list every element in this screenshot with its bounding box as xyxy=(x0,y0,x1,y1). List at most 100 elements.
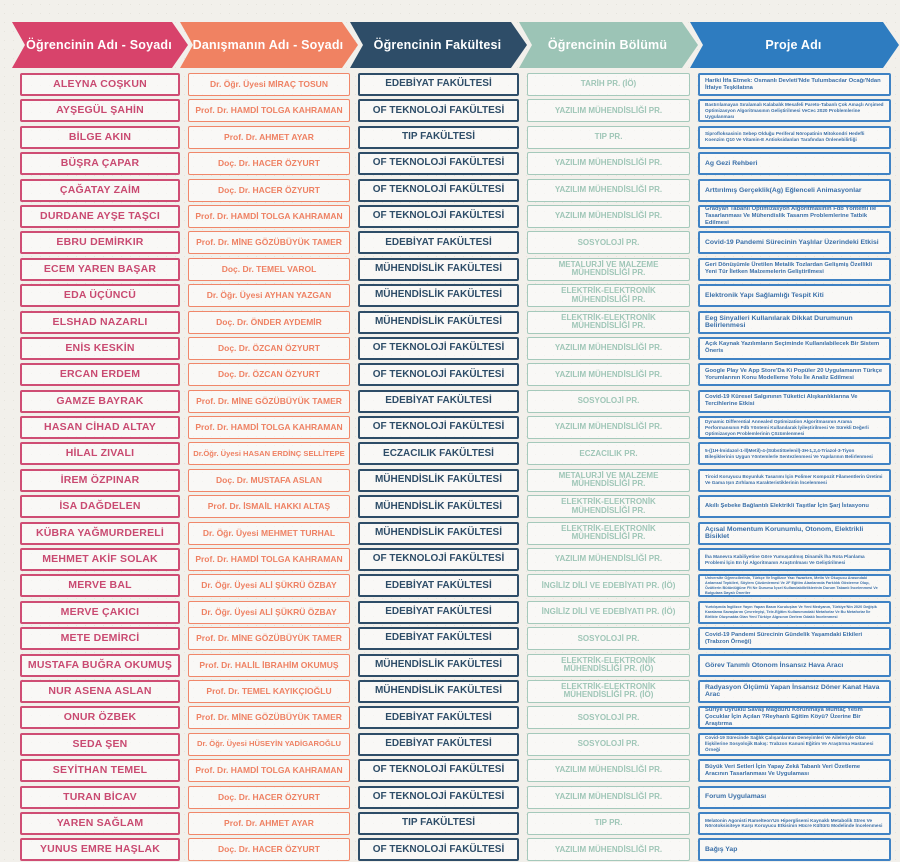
project-title: Görev Tanımlı Otonom İnsansız Hava Aracı xyxy=(698,653,891,677)
advisor-name: Prof. Dr. HAMDİ TOLGA KAHRAMAN xyxy=(188,759,350,783)
project-title: Üniversite Öğrencilerinin, Türkçe Ve İng… xyxy=(698,574,891,598)
advisor-name: Prof. Dr. MİNE GÖZÜBÜYÜK TAMER xyxy=(188,706,350,730)
header-arrow-department: Öğrencinin Bölümü xyxy=(519,22,698,68)
rows: ALEYNA COŞKUN Dr. Öğr. Üyesi MİRAÇ TOSUN… xyxy=(20,73,900,862)
project-title: Forum Uygulaması xyxy=(698,785,891,809)
faculty-name: OF TEKNOLOJİ FAKÜLTESİ xyxy=(358,759,519,783)
faculty-name: ECZACILIK FAKÜLTESİ xyxy=(358,442,519,466)
project-title: Ag Gezi Rehberi xyxy=(698,152,891,176)
project-title: İha Manevra Kabiliyetine Göre Yumuşatılm… xyxy=(698,548,891,572)
advisor-name: Dr. Öğr. Üyesi HÜSEYİN YADİGAROĞLU xyxy=(188,732,350,756)
student-name: ALEYNA COŞKUN xyxy=(20,73,180,96)
department-name: YAZILIM MÜHENDİSLİĞİ PR. xyxy=(527,152,690,176)
table-row: EBRU DEMİRKIR Prof. Dr. MİNE GÖZÜBÜYÜK T… xyxy=(20,231,900,255)
project-title: Büyük Veri Setleri İçin Yapay Zekâ Taban… xyxy=(698,759,891,783)
faculty-name: EDEBİYAT FAKÜLTESİ xyxy=(358,574,519,598)
table-row: TURAN BİCAV Doç. Dr. HACER ÖZYURT OF TEK… xyxy=(20,785,900,809)
student-name: ECEM YAREN BAŞAR xyxy=(20,257,180,281)
advisor-name: Prof. Dr. TEMEL KAYIKÇIOĞLU xyxy=(188,679,350,703)
advisor-name: Doç. Dr. ÖZCAN ÖZYURT xyxy=(188,363,350,387)
project-title: Radyasyon Ölçümü Yapan İnsansız Döner Ka… xyxy=(698,679,891,703)
student-name: BİLGE AKIN xyxy=(20,125,180,149)
department-name: YAZILIM MÜHENDİSLİĞİ PR. xyxy=(527,363,690,387)
project-title: Suriye Uyruklu Savaş Mağduru Korunmaya M… xyxy=(698,706,891,730)
advisor-name: Prof. Dr. HAMDİ TOLGA KAHRAMAN xyxy=(188,99,350,123)
project-title: Açık Kaynak Yazılımların Seçiminde Kulla… xyxy=(698,336,891,360)
faculty-name: MÜHENDİSLİK FAKÜLTESİ xyxy=(358,284,519,308)
faculty-name: OF TEKNOLOJİ FAKÜLTESİ xyxy=(358,416,519,440)
department-name: YAZILIM MÜHENDİSLİĞİ PR. xyxy=(527,99,690,123)
faculty-name: OF TEKNOLOJİ FAKÜLTESİ xyxy=(358,363,519,387)
advisor-name: Prof. Dr. MİNE GÖZÜBÜYÜK TAMER xyxy=(188,231,350,255)
student-name: HASAN CİHAD ALTAY xyxy=(20,416,180,440)
advisor-name: Dr. Öğr. Üyesi MEHMET TURHAL xyxy=(188,521,350,545)
advisor-name: Prof. Dr. AHMET AYAR xyxy=(188,125,350,149)
header-arrow-faculty: Öğrencinin Fakültesi xyxy=(350,22,527,68)
faculty-name: EDEBİYAT FAKÜLTESİ xyxy=(358,706,519,730)
table-row: ECEM YAREN BAŞAR Doç. Dr. TEMEL VAROL MÜ… xyxy=(20,257,900,281)
project-title: Siprofloksasinin Sebep Olduğu Periferal … xyxy=(698,125,891,149)
department-name: ELEKTRİK-ELEKTRONİK MÜHENDİSLİĞİ PR. xyxy=(527,495,690,519)
advisor-name: Dr. Öğr. Üyesi ALİ ŞÜKRÜ ÖZBAY xyxy=(188,600,350,624)
faculty-name: TIP FAKÜLTESİ xyxy=(358,125,519,149)
faculty-name: OF TEKNOLOJİ FAKÜLTESİ xyxy=(358,204,519,228)
table-row: EDA ÜÇÜNCÜ Dr. Öğr. Üyesi AYHAN YAZGAN M… xyxy=(20,284,900,308)
faculty-name: EDEBİYAT FAKÜLTESİ xyxy=(358,600,519,624)
project-title: Covid-19 Pandemi Sürecinin Gündelik Yaşa… xyxy=(698,627,891,651)
advisor-name: Prof. Dr. HAMDİ TOLGA KAHRAMAN xyxy=(188,416,350,440)
advisor-name: Prof. Dr. İSMAİL HAKKI ALTAŞ xyxy=(188,495,350,519)
table-row: YAREN SAĞLAM Prof. Dr. AHMET AYAR TIP FA… xyxy=(20,811,900,835)
header-arrow-project-name: Proje Adı xyxy=(690,22,899,68)
student-name: EBRU DEMİRKIR xyxy=(20,231,180,255)
table-row: ONUR ÖZBEK Prof. Dr. MİNE GÖZÜBÜYÜK TAME… xyxy=(20,706,900,730)
project-title: Dynamic Differential Annealed Optimizati… xyxy=(698,416,891,440)
student-name: İSA DAĞDELEN xyxy=(20,495,180,519)
department-name: SOSYOLOJİ PR. xyxy=(527,389,690,413)
faculty-name: EDEBİYAT FAKÜLTESİ xyxy=(358,231,519,255)
project-title: Arttırılmış Gerçeklik(Ag) Eğlenceli Anim… xyxy=(698,178,891,202)
table-row: BÜŞRA ÇAPAR Doç. Dr. HACER ÖZYURT OF TEK… xyxy=(20,152,900,176)
table-row: ÇAĞATAY ZAİM Doç. Dr. HACER ÖZYURT OF TE… xyxy=(20,178,900,202)
project-title: Akıllı Şebeke Bağlantılı Elektrikli Taşı… xyxy=(698,495,891,519)
faculty-name: OF TEKNOLOJİ FAKÜLTESİ xyxy=(358,178,519,202)
department-name: METALURJİ VE MALZEME MÜHENDİSLİĞİ PR. xyxy=(527,468,690,492)
table-row: ALEYNA COŞKUN Dr. Öğr. Üyesi MİRAÇ TOSUN… xyxy=(20,73,900,96)
table-row: YUNUS EMRE HAŞLAK Doç. Dr. HACER ÖZYURT … xyxy=(20,838,900,862)
header-arrow-student-name: Öğrencinin Adı - Soyadı xyxy=(12,22,188,68)
table-row: HİLAL ZIVALI Dr.Öğr. Üyesi HASAN ERDİNÇ … xyxy=(20,442,900,466)
department-name: YAZILIM MÜHENDİSLİĞİ PR. xyxy=(527,838,690,862)
student-name: MERVE BAL xyxy=(20,574,180,598)
department-name: ELEKTRİK-ELEKTRONİK MÜHENDİSLİĞİ PR. xyxy=(527,284,690,308)
faculty-name: OF TEKNOLOJİ FAKÜLTESİ xyxy=(358,99,519,123)
faculty-name: MÜHENDİSLİK FAKÜLTESİ xyxy=(358,468,519,492)
department-name: TIP PR. xyxy=(527,811,690,835)
advisor-name: Doç. Dr. ÖNDER AYDEMİR xyxy=(188,310,350,334)
advisor-name: Prof. Dr. HAMDİ TOLGA KAHRAMAN xyxy=(188,548,350,572)
advisor-name: Doç. Dr. MUSTAFA ASLAN xyxy=(188,468,350,492)
department-name: TIP PR. xyxy=(527,125,690,149)
faculty-name: OF TEKNOLOJİ FAKÜLTESİ xyxy=(358,152,519,176)
table-row: DURDANE AYŞE TAŞCI Prof. Dr. HAMDİ TOLGA… xyxy=(20,204,900,228)
student-name: MUSTAFA BUĞRA OKUMUŞ xyxy=(20,653,180,677)
advisor-name: Doç. Dr. ÖZCAN ÖZYURT xyxy=(188,336,350,360)
department-name: TARİH PR. (İÖ) xyxy=(527,73,690,96)
table-row: MERVE ÇAKICI Dr. Öğr. Üyesi ALİ ŞÜKRÜ ÖZ… xyxy=(20,600,900,624)
advisor-name: Prof. Dr. HALİL İBRAHİM OKUMUŞ xyxy=(188,653,350,677)
student-name: DURDANE AYŞE TAŞCI xyxy=(20,204,180,228)
department-name: ELEKTRİK-ELEKTRONİK MÜHENDİSLİĞİ PR. xyxy=(527,310,690,334)
faculty-name: MÜHENDİSLİK FAKÜLTESİ xyxy=(358,257,519,281)
advisor-name: Doç. Dr. TEMEL VAROL xyxy=(188,257,350,281)
department-name: YAZILIM MÜHENDİSLİĞİ PR. xyxy=(527,548,690,572)
advisor-name: Doç. Dr. HACER ÖZYURT xyxy=(188,152,350,176)
student-name: MERVE ÇAKICI xyxy=(20,600,180,624)
project-title: Elektronik Yapı Sağlamlığı Tespit Kiti xyxy=(698,284,891,308)
faculty-name: TIP FAKÜLTESİ xyxy=(358,811,519,835)
project-title: Covid-19 Sürecinde Sağlık Çalışanlarının… xyxy=(698,732,891,756)
project-title: Geri Dönüşümle Üretilen Metalik Tozlarda… xyxy=(698,257,891,281)
department-name: ELEKTRİK-ELEKTRONİK MÜHENDİSLİĞİ PR. xyxy=(527,521,690,545)
table-row: İSA DAĞDELEN Prof. Dr. İSMAİL HAKKI ALTA… xyxy=(20,495,900,519)
department-name: YAZILIM MÜHENDİSLİĞİ PR. xyxy=(527,178,690,202)
student-name: ENİS KESKİN xyxy=(20,336,180,360)
department-name: ELEKTRİK-ELEKTRONİK MÜHENDİSLİĞİ PR. (İÖ… xyxy=(527,653,690,677)
